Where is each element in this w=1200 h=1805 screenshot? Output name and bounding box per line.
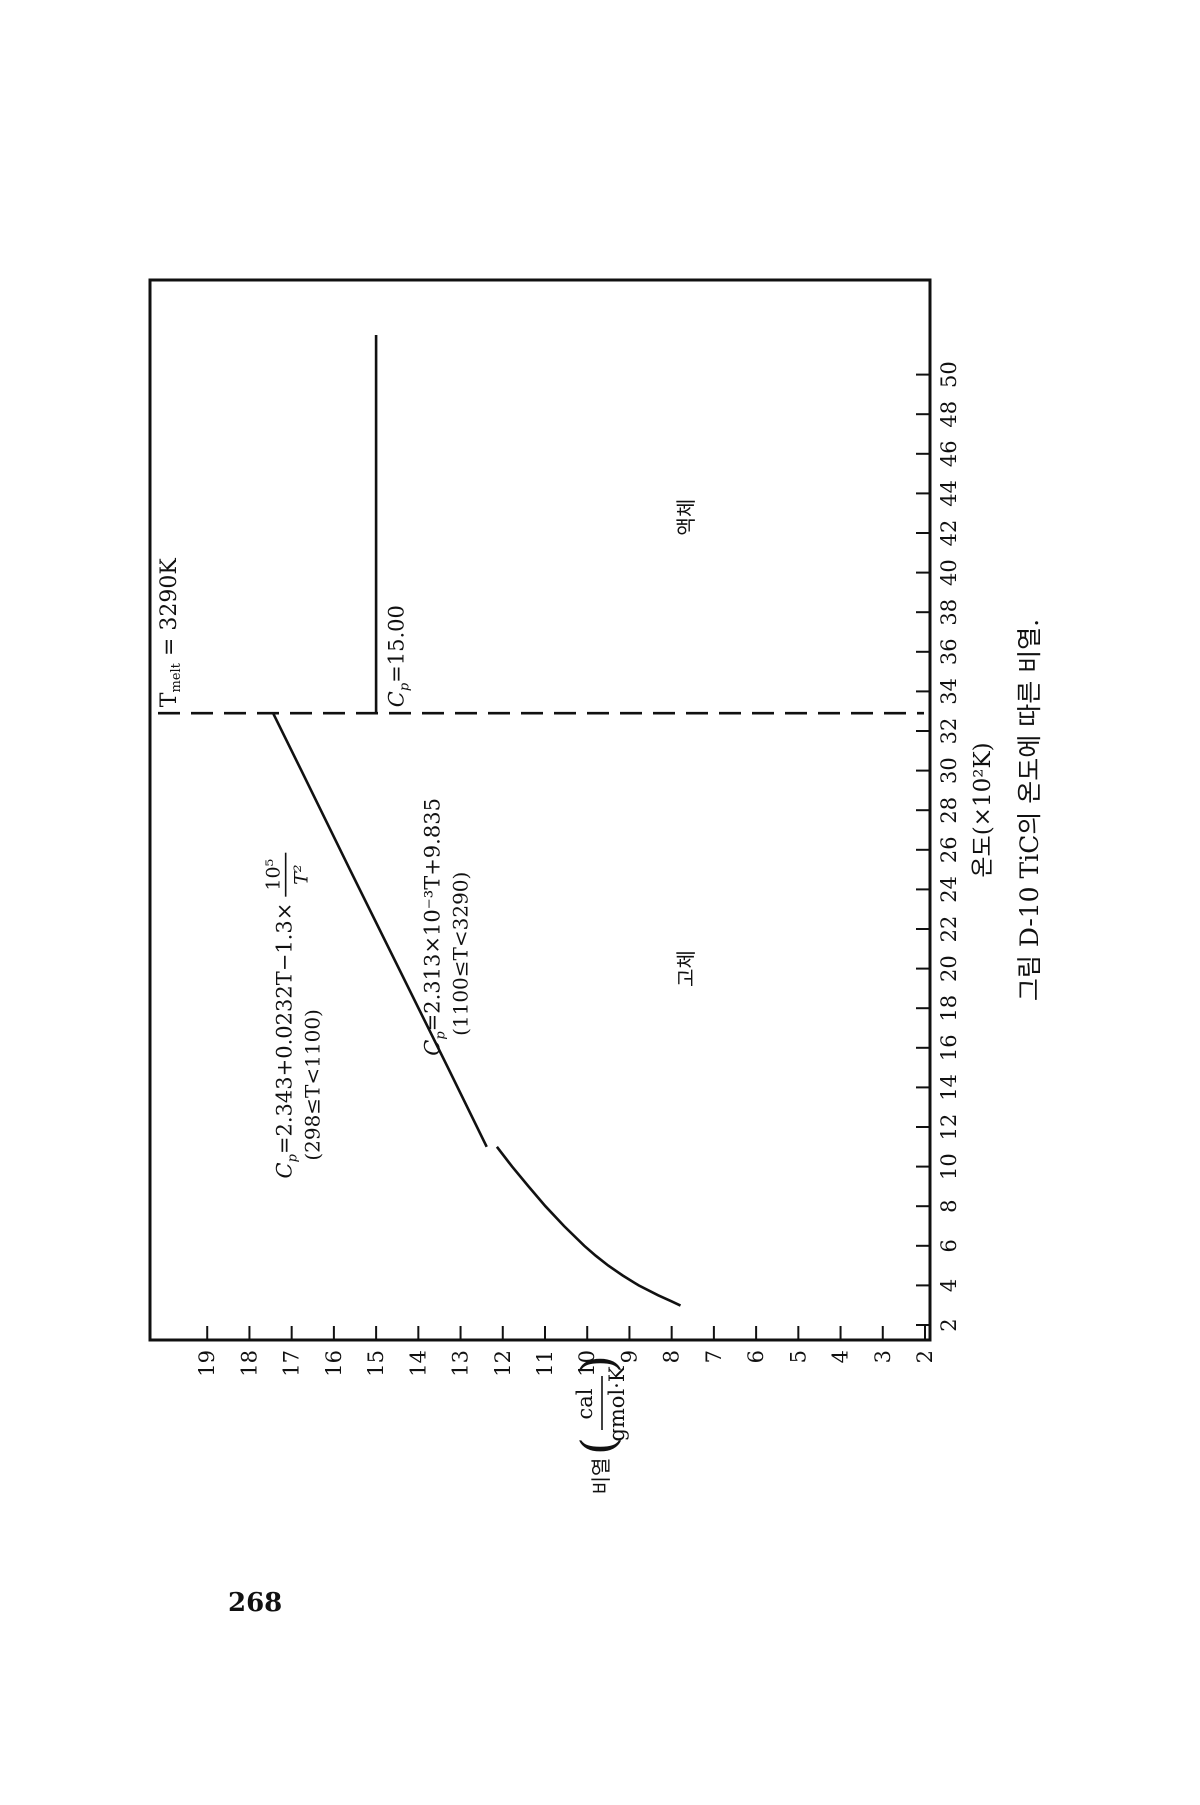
- y-tick-label: 16: [322, 1350, 346, 1377]
- y-tick-label: 9: [617, 1350, 641, 1363]
- x-tick-label: 38: [937, 599, 961, 626]
- x-tick-label: 50: [937, 361, 961, 388]
- melting-point-value: = 3290K: [157, 558, 182, 663]
- equation-2: Cp=2.313×10⁻³T+9.835: [420, 798, 448, 1056]
- x-tick-label: 36: [937, 638, 961, 665]
- plot-frame: [148, 278, 932, 1342]
- melting-point-label: Tmelt = 3290K: [157, 558, 184, 708]
- y-tick-label: 8: [660, 1350, 684, 1363]
- x-tick-label: 2: [937, 1318, 961, 1331]
- region-label-liquid: 액체: [674, 499, 698, 536]
- y-tick-label: 4: [829, 1350, 853, 1363]
- x-tick-label: 16: [937, 1034, 961, 1061]
- x-tick-label: 22: [937, 916, 961, 943]
- cp-expression: =2.343+0.0232T−1.3×: [273, 903, 297, 1154]
- x-tick-label: 32: [937, 718, 961, 745]
- x-tick-label: 44: [937, 480, 961, 507]
- x-tick-label: 24: [937, 876, 961, 903]
- x-tick-label: 18: [937, 995, 961, 1022]
- y-tick-label: 6: [744, 1350, 768, 1363]
- figure-caption: 그림 D-10 TiC의 온도에 따른 비열.: [1015, 619, 1044, 1001]
- x-tick-label: 20: [937, 955, 961, 982]
- x-axis-label: 온도(×10²K): [970, 742, 996, 877]
- cp-expression: =15.00: [385, 605, 409, 683]
- equation-1-denominator: T²: [291, 865, 313, 885]
- y-tick-label: 17: [280, 1350, 304, 1377]
- x-tick-label: 28: [937, 797, 961, 824]
- x-axis-ticks: 2468101214161820222426283032343638404244…: [916, 361, 961, 1332]
- cp-expression: =2.313×10⁻³T+9.835: [420, 798, 444, 1031]
- melting-point-symbol: T: [157, 692, 182, 707]
- x-tick-label: 4: [937, 1279, 961, 1292]
- x-tick-label: 34: [937, 678, 961, 705]
- x-tick-label: 26: [937, 836, 961, 863]
- cp-letter: C: [385, 691, 409, 707]
- cp-subscript: p: [433, 1031, 448, 1040]
- cp-subscript: p: [286, 1153, 301, 1162]
- x-tick-label: 46: [937, 440, 961, 467]
- x-tick-label: 6: [937, 1239, 961, 1252]
- y-tick-label: 2: [913, 1350, 937, 1363]
- series-line-2: [271, 712, 488, 1148]
- y-axis-ticks: 2 3 4 5 6 7 8 9 10 11 12 13 14 15 16 17 18 19: [195, 1326, 937, 1377]
- y-axis-label-left-paren: (: [571, 1437, 625, 1455]
- y-tick-label: 7: [702, 1350, 726, 1363]
- y-axis-label-numerator: cal: [573, 1388, 597, 1419]
- y-tick-label: 3: [871, 1350, 895, 1363]
- x-tick-label: 30: [937, 757, 961, 784]
- y-tick-label: 5: [786, 1350, 810, 1363]
- y-tick-label: 11: [533, 1350, 557, 1377]
- cp-letter: C: [273, 1162, 297, 1178]
- page-number: 268: [228, 1588, 283, 1618]
- y-tick-label: 13: [449, 1350, 473, 1377]
- series-line-1: [495, 1146, 682, 1307]
- equation-1-range: (298≤T<1100): [301, 1009, 325, 1161]
- y-tick-label: 15: [364, 1350, 388, 1377]
- equation-1-numerator: 10⁵: [263, 859, 285, 891]
- series-group: [158, 335, 924, 1307]
- y-axis-label-right-paren: ): [571, 1355, 625, 1373]
- cp-letter: C: [420, 1040, 444, 1056]
- x-tick-label: 14: [937, 1074, 961, 1101]
- x-tick-label: 48: [937, 401, 961, 428]
- melting-point-subscript: melt: [169, 662, 184, 692]
- x-tick-label: 10: [937, 1153, 961, 1180]
- y-axis-label-main: 비열: [589, 1458, 613, 1495]
- y-axis-label-denominator: gmol·K: [605, 1366, 629, 1441]
- cp-subscript: p: [398, 682, 413, 691]
- y-tick-label: 18: [237, 1350, 261, 1377]
- region-label-solid: 고체: [674, 950, 698, 987]
- x-tick-label: 8: [937, 1200, 961, 1213]
- y-tick-label: 14: [406, 1350, 430, 1377]
- x-tick-label: 12: [937, 1114, 961, 1141]
- x-tick-label: 40: [937, 559, 961, 586]
- equation-1: Cp=2.343+0.0232T−1.3×: [273, 903, 301, 1179]
- equation-3: Cp=15.00: [385, 605, 413, 707]
- y-tick-label: 19: [195, 1350, 219, 1377]
- y-tick-label: 10: [575, 1350, 599, 1377]
- x-tick-label: 42: [937, 520, 961, 547]
- y-tick-label: 12: [491, 1350, 515, 1377]
- equation-2-range: (1100≤T<3290): [448, 872, 472, 1036]
